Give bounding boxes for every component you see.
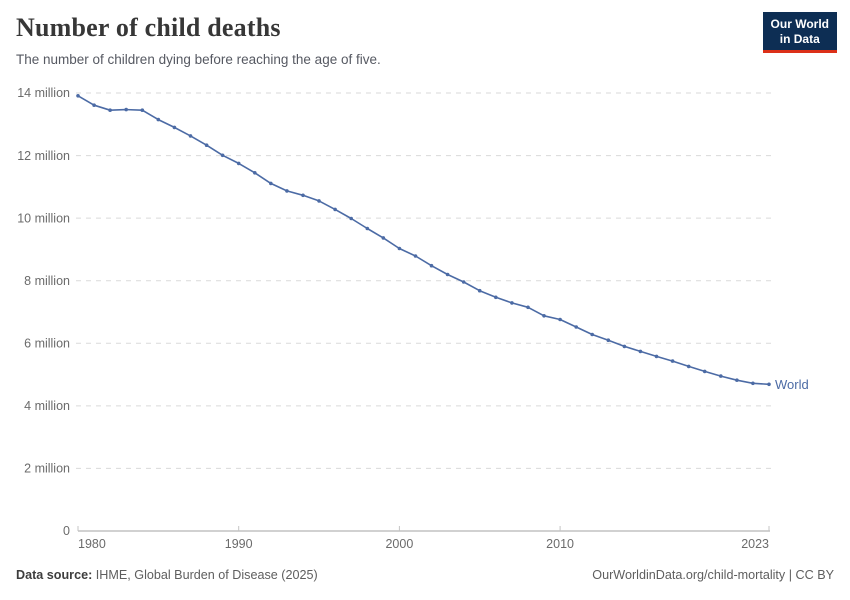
data-point-marker[interactable] [349,216,354,221]
x-axis-tick-label: 1990 [225,537,253,551]
data-point-marker[interactable] [751,381,755,386]
data-point-marker[interactable] [622,344,627,349]
data-point-marker[interactable] [510,301,514,305]
data-point-marker[interactable] [686,364,691,369]
y-axis-tick-label: 4 million [24,399,70,413]
x-axis-tick-label: 2000 [385,537,413,551]
owid-logo: Our World in Data [762,12,837,54]
data-point-marker[interactable] [172,125,177,130]
data-point-marker[interactable] [654,354,659,359]
owid-logo-line2: in Data [779,31,820,46]
data-source-text: IHME, Global Burden of Disease (2025) [95,568,318,582]
x-axis-tick-label: 2010 [546,537,574,551]
series-end-label: World [775,377,809,392]
data-point-marker[interactable] [365,226,370,231]
data-point-marker[interactable] [429,263,434,268]
data-point-marker[interactable] [285,189,289,193]
data-source: Data source: IHME, Global Burden of Dise… [16,568,318,582]
data-point-marker[interactable] [606,338,611,343]
y-axis-tick-label: 8 million [24,274,70,288]
data-point-marker[interactable] [767,382,771,387]
data-point-marker[interactable] [461,280,466,284]
y-axis-tick-label: 2 million [24,462,70,476]
world-line[interactable] [77,95,770,386]
data-point-marker[interactable] [413,254,418,258]
data-point-marker[interactable] [542,314,546,318]
data-point-marker[interactable] [124,107,128,112]
data-point-marker[interactable] [494,295,498,300]
data-point-marker[interactable] [477,288,482,293]
chart-title: Number of child deaths [16,13,281,42]
data-point-marker[interactable] [301,193,305,198]
data-point-marker[interactable] [317,199,321,203]
data-point-marker[interactable] [590,332,594,337]
data-point-marker[interactable] [526,305,530,310]
data-point-marker[interactable] [333,207,337,212]
data-point-marker[interactable] [638,349,643,354]
y-axis-tick-label: 10 million [17,211,70,225]
y-axis-tick-label: 0 [63,524,70,538]
data-point-marker[interactable] [558,317,562,322]
x-axis-tick-label: 2023 [741,537,769,551]
y-axis-tick-label: 14 million [17,86,70,100]
data-point-marker[interactable] [220,153,225,158]
data-point-marker[interactable] [236,161,241,166]
data-point-marker[interactable] [156,117,161,122]
data-point-marker[interactable] [670,359,675,363]
data-point-marker[interactable] [397,246,402,251]
chart-footer: Data source: IHME, Global Burden of Dise… [16,568,834,582]
data-point-marker[interactable] [445,272,450,277]
x-axis-tick-label: 1980 [78,537,106,551]
footer-link: OurWorldinData.org/child-mortality | CC … [592,568,834,582]
data-point-marker[interactable] [204,143,209,147]
data-point-marker[interactable] [735,378,739,383]
data-point-marker[interactable] [381,236,386,240]
y-axis-tick-label: 6 million [24,336,70,350]
data-point-marker[interactable] [92,103,96,107]
data-point-marker[interactable] [574,325,578,329]
owid-logo-line1: Our World [770,17,829,31]
data-point-marker[interactable] [76,94,80,98]
data-point-marker[interactable] [253,171,257,175]
series-world[interactable] [76,94,771,387]
data-point-marker[interactable] [269,181,273,186]
data-point-marker[interactable] [108,108,112,112]
y-axis-tick-label: 12 million [17,149,70,163]
chart-subtitle: The number of children dying before reac… [16,52,381,67]
data-point-marker[interactable] [719,374,723,378]
data-point-marker[interactable] [702,369,707,374]
data-point-marker[interactable] [188,134,193,138]
data-source-label: Data source: [16,568,93,582]
data-point-marker[interactable] [140,108,145,112]
